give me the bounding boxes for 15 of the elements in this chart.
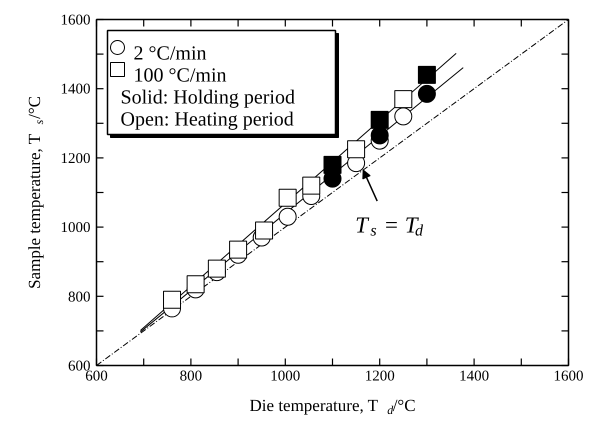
annotation: Solid: Holding period — [120, 86, 295, 108]
y-tick-label: 1000 — [60, 220, 90, 236]
x-tick-label: 1600 — [554, 368, 584, 384]
annotation: Open: Heating period — [120, 108, 294, 130]
y-tick-label: 800 — [68, 289, 90, 306]
y-tick-label: 1200 — [60, 150, 90, 167]
legend-label: 100 °C/min — [134, 64, 227, 86]
y-axis-title: Sample temperature, Ts/°C — [25, 96, 46, 289]
y-tick-label: 1400 — [60, 82, 90, 98]
x-tick-label: 1400 — [459, 368, 490, 384]
x-tick-label: 800 — [180, 368, 202, 384]
y-tick-label: 1600 — [60, 12, 90, 28]
legend-label: 2 °C/min — [134, 42, 207, 64]
x-tick-label: 1200 — [364, 368, 395, 384]
x-tick-label: 1000 — [270, 368, 300, 384]
